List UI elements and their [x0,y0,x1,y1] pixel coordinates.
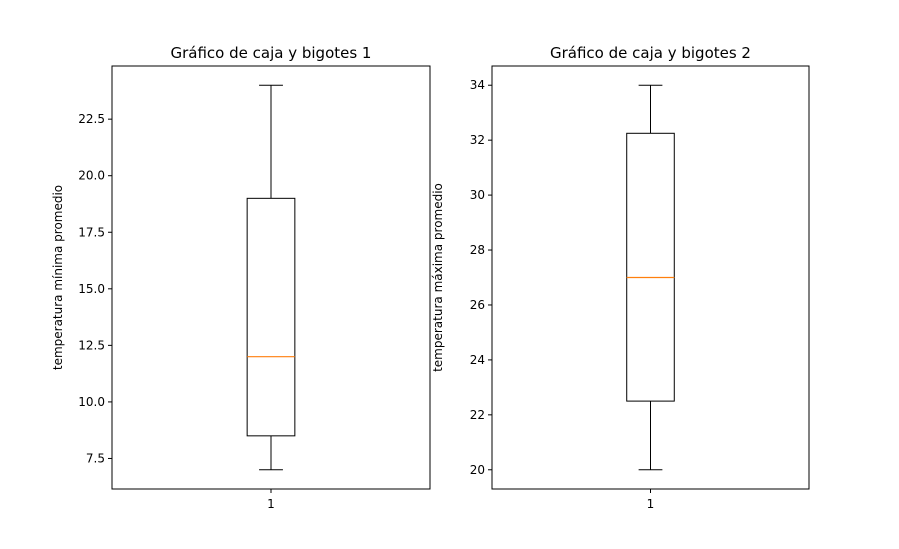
chart-title: Gráfico de caja y bigotes 1 [171,44,372,62]
y-tick-label: 20.0 [78,169,105,183]
axes-frame [491,65,810,490]
y-tick-label: 12.5 [78,338,105,352]
y-tick-label: 10.0 [78,395,105,409]
subplot-2: Gráfico de caja y bigotes 2 temperatura m… [431,44,810,511]
y-tick-label: 24 [470,353,485,367]
y-tick-label: 28 [470,243,485,257]
iqr-box [626,132,675,402]
y-tick-label: 32 [470,133,485,147]
y-tick-label: 20 [470,463,485,477]
y-tick-label: 7.5 [86,451,105,465]
y-tick-label: 15.0 [78,282,105,296]
x-tick-label: 1 [267,497,275,511]
y-tick-label: 22 [470,408,485,422]
chart-title: Gráfico de caja y bigotes 2 [550,44,751,62]
x-tick-label: 1 [647,497,655,511]
y-axis-label: temperatura mínima promedio [51,185,65,370]
iqr-box [246,197,296,437]
subplot-1: Gráfico de caja y bigotes 1 temperatura m… [51,44,431,511]
y-axis-label: temperatura máxima promedio [431,183,445,372]
axes-frame [111,65,431,490]
box-plot [246,84,296,471]
box-plot [626,84,675,471]
y-tick-label: 34 [470,78,485,92]
y-tick-label: 17.5 [78,225,105,239]
y-tick-label: 26 [470,298,485,312]
y-tick-label: 30 [470,188,485,202]
y-tick-label: 22.5 [78,112,105,126]
